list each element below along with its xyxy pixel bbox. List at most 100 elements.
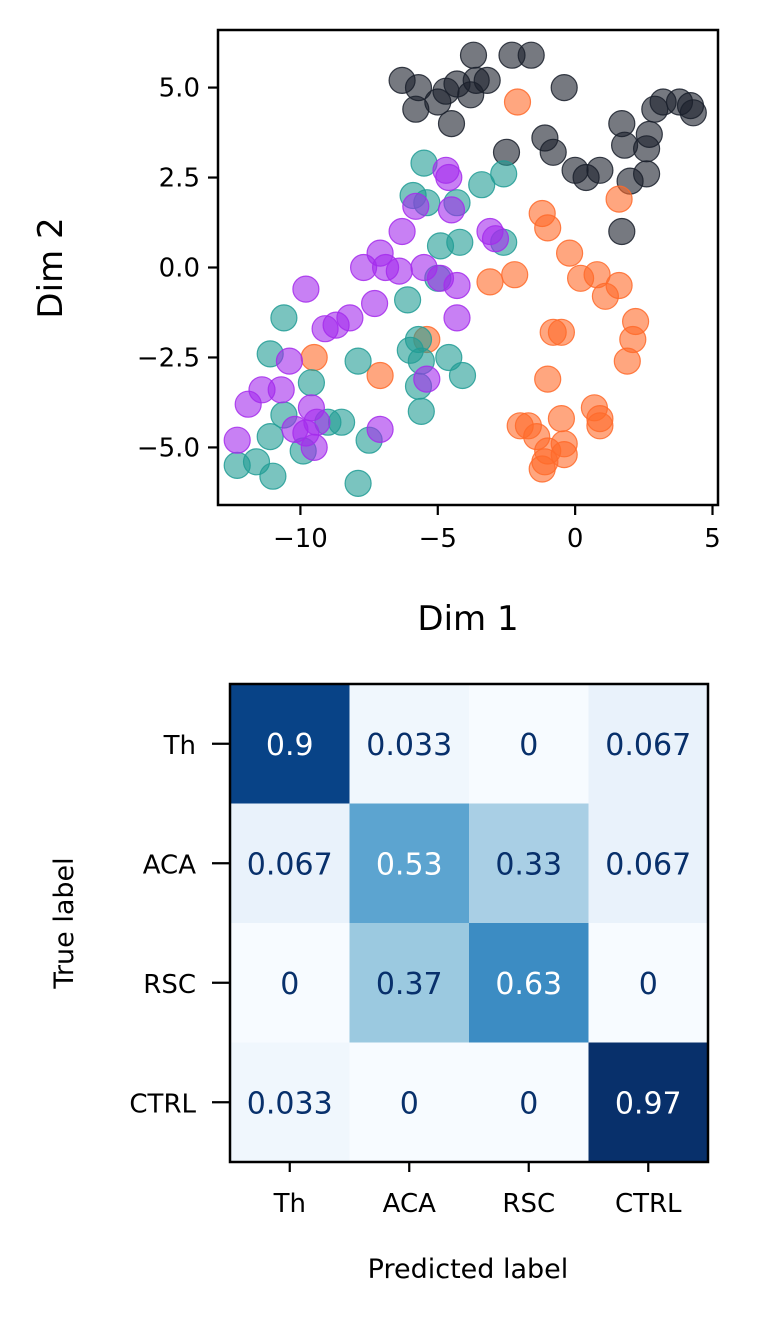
scatter-point: [679, 99, 707, 127]
confusion-matrix-cell: [230, 1042, 350, 1162]
cm-y-tick-label: ACA: [143, 850, 196, 880]
scatter-point: [586, 412, 614, 440]
confusion-matrix-cell: [469, 684, 589, 804]
scatter-point: [328, 408, 356, 436]
scatter-point: [385, 257, 413, 285]
cm-y-tick-label: Th: [163, 731, 196, 761]
scatter-series-2: [223, 149, 518, 497]
scatter-point: [300, 343, 328, 372]
scatter-point: [223, 426, 251, 454]
confusion-matrix-cell-label: 0: [519, 1086, 538, 1121]
confusion-matrix-cell: [469, 1042, 589, 1162]
scatter-point: [490, 160, 518, 188]
scatter-point: [437, 109, 466, 138]
y-tick-label: −5.0: [137, 433, 200, 463]
scatter-point: [443, 304, 471, 332]
scatter-point: [517, 41, 545, 69]
scatter-point: [528, 455, 556, 483]
scatter-point: [300, 433, 328, 461]
scatter-series-0: [388, 41, 707, 246]
scatter-point: [394, 286, 422, 314]
scatter-point: [586, 156, 614, 184]
scatter-point: [443, 271, 471, 300]
confusion-matrix-cell-label: 0: [519, 728, 538, 763]
scatter-point: [501, 261, 529, 289]
confusion-matrix-cell-label: 0.53: [376, 847, 443, 882]
confusion-matrix-cell-label: 0.63: [495, 967, 562, 1002]
scatter-point: [292, 275, 320, 303]
scatter-point: [534, 365, 562, 393]
scatter-point: [366, 415, 394, 443]
confusion-matrix-cell: [230, 803, 350, 923]
scatter-point: [539, 138, 567, 166]
scatter-point: [446, 228, 474, 256]
scatter-point: [413, 365, 441, 393]
scatter-point: [459, 41, 488, 69]
scatter-point: [550, 73, 578, 102]
scatter-point: [605, 271, 633, 300]
confusion-matrix-cell-label: 0.33: [495, 847, 562, 882]
confusion-matrix-cell-label: 0.97: [615, 1086, 682, 1121]
scatter-point: [223, 451, 251, 479]
scatter-point: [303, 408, 331, 436]
scatter-point: [275, 347, 303, 375]
scatter-point: [297, 369, 325, 397]
confusion-matrix-x-ticks: Th ACA RSC CTRL: [273, 1162, 682, 1219]
confusion-matrix-cell-label: 0.067: [247, 847, 333, 882]
scatter-points: [223, 41, 707, 497]
confusion-matrix-cell: [588, 684, 708, 804]
confusion-matrix-cell: [230, 923, 350, 1043]
confusion-matrix-cell: [349, 803, 469, 923]
scatter-point: [437, 196, 466, 224]
confusion-matrix-x-axis-label: Predicted label: [368, 1254, 569, 1285]
scatter-point: [473, 66, 501, 95]
confusion-matrix-cell: [469, 803, 589, 923]
cm-y-tick-label: RSC: [143, 970, 196, 1000]
confusion-matrix-cell: [349, 923, 469, 1043]
scatter-point: [267, 376, 295, 404]
y-tick-label: 5.0: [159, 74, 200, 104]
cm-y-tick-label: CTRL: [129, 1089, 196, 1119]
scatter-point: [608, 217, 636, 246]
confusion-matrix-cell-label: 0.033: [366, 728, 452, 763]
scatter-point: [547, 405, 576, 433]
confusion-matrix-cell: [588, 923, 708, 1043]
scatter-series-3: [223, 156, 510, 461]
confusion-matrix-cell-label: 0.9: [266, 728, 314, 763]
scatter-point: [555, 239, 584, 267]
scatter-point: [270, 304, 298, 332]
confusion-matrix-cell-label: 0.37: [376, 967, 443, 1002]
scatter-point: [344, 469, 372, 497]
cm-x-tick-label: CTRL: [615, 1189, 682, 1219]
confusion-matrix-cell: [349, 684, 469, 804]
confusion-matrix-cell-label: 0: [400, 1086, 419, 1121]
scatter-point: [613, 347, 641, 375]
confusion-matrix-frame: [228, 682, 710, 1164]
cm-x-tick-label: ACA: [383, 1189, 436, 1219]
scatter-point: [366, 361, 394, 390]
scatter-x-ticks: −10 −5 0 5: [273, 505, 721, 554]
confusion-matrix-cell: [588, 803, 708, 923]
scatter-point: [336, 304, 364, 332]
scatter-point: [547, 318, 576, 346]
scatter-y-axis-label: Dim 2: [31, 217, 71, 318]
scatter-point: [259, 462, 287, 490]
scatter-point: [256, 423, 284, 451]
scatter-point: [635, 120, 663, 148]
y-tick-label: 0.0: [159, 254, 200, 284]
scatter-point: [435, 163, 463, 192]
scatter-point: [534, 214, 562, 242]
scatter-point: [361, 289, 389, 318]
confusion-matrix-cells: 0.9 0.033 0 0.067 0.067 0.53 0.33 0.067 0 0.37 0.6…: [230, 684, 708, 1162]
confusion-matrix-cell: [588, 1042, 708, 1162]
x-tick-label: −5: [419, 524, 457, 554]
confusion-matrix-cell: [349, 1042, 469, 1162]
confusion-matrix: 0.9 0.033 0 0.067 0.067 0.53 0.33 0.067 0 0.37 0.6…: [49, 682, 710, 1285]
scatter-point: [476, 268, 504, 296]
scatter-point: [234, 390, 262, 418]
confusion-matrix-y-axis-label: True label: [49, 857, 80, 989]
scatter-point: [344, 347, 372, 375]
scatter-point: [388, 217, 416, 246]
scatter-point: [407, 397, 435, 425]
confusion-matrix-cell-label: 0.033: [247, 1086, 333, 1121]
